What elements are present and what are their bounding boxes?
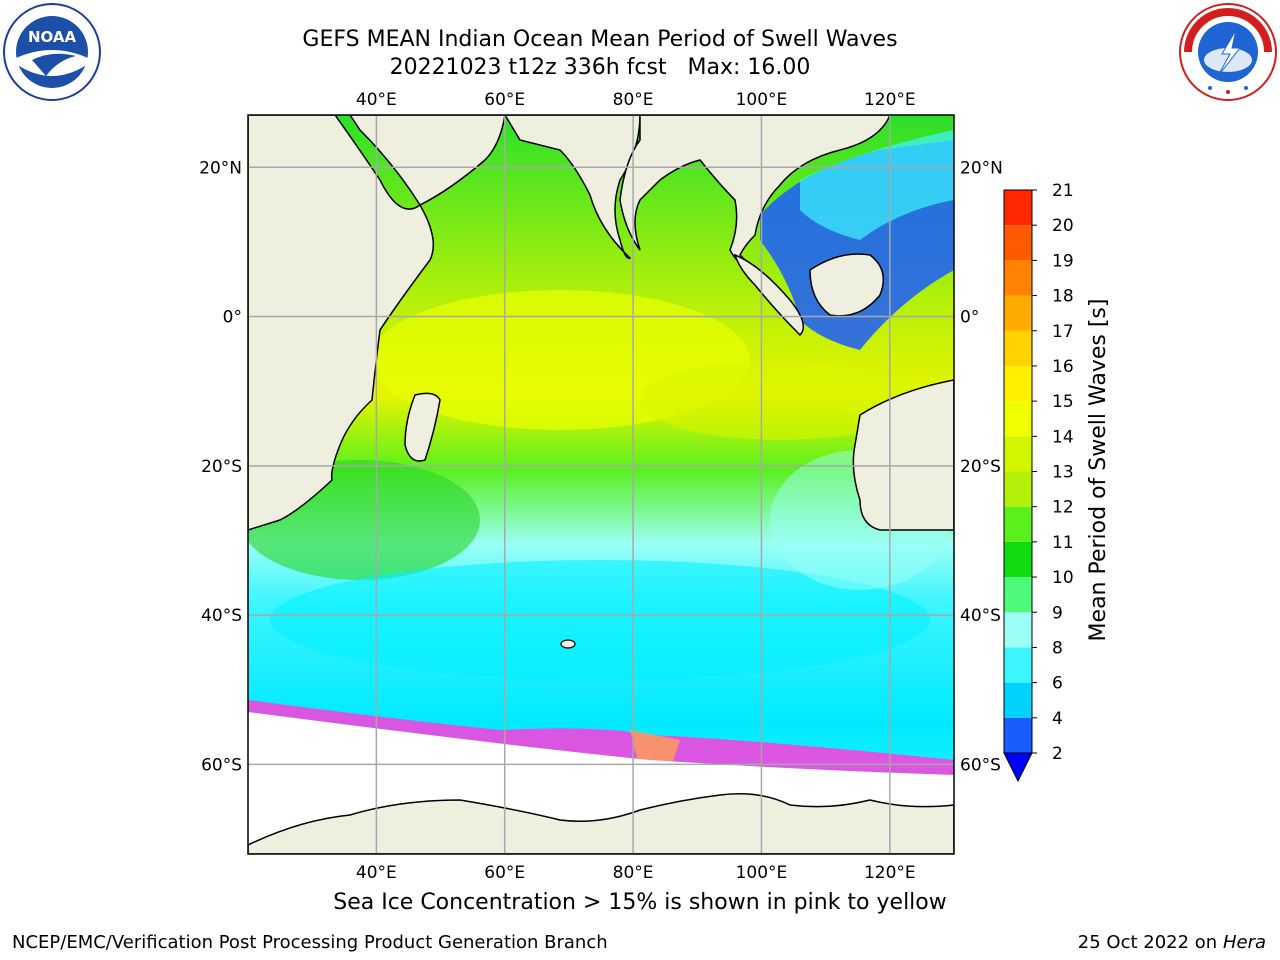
cyan-zone-scs: [800, 130, 954, 240]
colorbar-swatch: [1004, 647, 1032, 683]
lon-tick-bottom: 60°E: [484, 863, 525, 883]
colorbar-extend-triangle: [1003, 752, 1033, 783]
gridlines: [248, 115, 954, 854]
southeast-asia-land: [619, 115, 891, 286]
colorbar-swatch: [1004, 225, 1032, 261]
colorbar-swatch: [1004, 365, 1032, 402]
colorbar-swatch: [1004, 612, 1032, 648]
footer-date: 25 Oct 2022 on Hera: [1078, 932, 1266, 953]
lon-tick-bottom: 80°E: [613, 863, 654, 883]
landmasses: [248, 115, 954, 854]
colorbar-label: 15: [1052, 392, 1074, 412]
footer-host: Hera: [1222, 932, 1266, 953]
colorbar-label: 8: [1052, 638, 1063, 658]
colorbar-label: 12: [1052, 498, 1074, 518]
colorbar-label: 18: [1052, 287, 1074, 307]
colorbar-label: 16: [1052, 357, 1074, 377]
lat-tick-right: 40°S: [960, 606, 1001, 626]
lat-tick-right: 0°: [960, 308, 979, 328]
lon-tick-top: 100°E: [736, 90, 788, 110]
sea-ice-edge: [248, 700, 954, 775]
lat-tick-left: 0°: [223, 308, 242, 328]
lat-tick-left: 40°S: [201, 606, 242, 626]
colorbar-title: Mean Period of Swell Waves [s]: [1086, 299, 1111, 642]
footer-date-text: 25 Oct 2022 on: [1077, 932, 1223, 953]
africa-land: [248, 115, 435, 531]
colorbar-label: 2: [1052, 744, 1063, 764]
colorbar-swatch: [1004, 717, 1032, 753]
noaa-logo-text: NOAA: [28, 28, 77, 46]
colorbar-label: 13: [1052, 463, 1074, 483]
sea-ice-note: Sea Ice Concentration > 15% is shown in …: [333, 890, 947, 915]
colorbar-label: 10: [1052, 568, 1074, 588]
map-title: GEFS MEAN Indian Ocean Mean Period of Sw…: [302, 27, 898, 52]
colorbar-label: 11: [1052, 533, 1074, 553]
lon-tick-top: 80°E: [613, 90, 654, 110]
lon-tick-bottom: 120°E: [864, 863, 916, 883]
map-frame: [247, 114, 955, 855]
colorbar-swatch: [1004, 436, 1032, 472]
colorbar-label: 9: [1052, 603, 1063, 623]
colorbar-swatch: [1004, 577, 1032, 613]
kerguelen-island: [560, 639, 576, 649]
colorbar-swatch: [1004, 295, 1032, 331]
colorbar-swatch: [1004, 471, 1032, 507]
lat-tick-right: 60°S: [960, 755, 1001, 775]
title-block: GEFS MEAN Indian Ocean Mean Period of Sw…: [150, 26, 1050, 82]
colorbar-label: 19: [1052, 251, 1074, 271]
lat-tick-left: 20°N: [199, 158, 242, 178]
lat-tick-left: 20°S: [201, 457, 242, 477]
high-period-zone-east: [640, 360, 920, 440]
tick-labels: 40°E 40°E 60°E 60°E 80°E 80°E 100°E 100°E 120°E 1…: [199, 90, 1003, 883]
colorbar-label: 17: [1052, 322, 1074, 342]
lon-tick-top: 60°E: [484, 90, 525, 110]
colorbar-swatch: [1004, 260, 1032, 296]
colorbar: 2 4 6 8 9 10 11 12 13 14 15 16 17 18 19 20 21: [1003, 181, 1074, 783]
noaa-logo: NOAA: [3, 3, 101, 101]
madagascar-land: [404, 392, 441, 462]
footer-credit: NCEP/EMC/Verification Post Processing Pr…: [12, 932, 608, 953]
colorbar-label: 20: [1052, 216, 1074, 236]
antarctica-land: [248, 793, 954, 854]
lat-tick-right: 20°N: [960, 158, 1003, 178]
india-land: [504, 115, 641, 259]
map-panel: [248, 115, 954, 854]
borneo-land: [809, 253, 885, 317]
australia-land: [852, 379, 954, 531]
colorbar-label: 4: [1052, 709, 1063, 729]
colorbar-swatch: [1004, 541, 1032, 578]
colorbar-label: 14: [1052, 427, 1074, 447]
lon-tick-bottom: 40°E: [356, 863, 397, 883]
arabia-land: [349, 115, 506, 206]
colorbar-label: 6: [1052, 674, 1063, 694]
colorbar-swatch: [1004, 401, 1032, 437]
lon-tick-top: 120°E: [864, 90, 916, 110]
colorbar-label: 21: [1052, 181, 1074, 201]
lon-tick-top: 40°E: [356, 90, 397, 110]
sumatra-land: [733, 253, 805, 337]
nws-logo: [1179, 3, 1277, 101]
lat-tick-right: 20°S: [960, 457, 1001, 477]
colorbar-swatch: [1004, 506, 1032, 542]
colorbar-swatch: [1004, 190, 1032, 226]
map-subtitle: 20221023 t12z 336h fcst Max: 16.00: [389, 55, 811, 80]
colorbar-swatch: [1004, 330, 1032, 366]
lon-tick-bottom: 100°E: [736, 863, 788, 883]
colorbar-swatch: [1004, 682, 1032, 718]
lat-tick-left: 60°S: [201, 755, 242, 775]
cyan-zone-south: [270, 560, 930, 680]
